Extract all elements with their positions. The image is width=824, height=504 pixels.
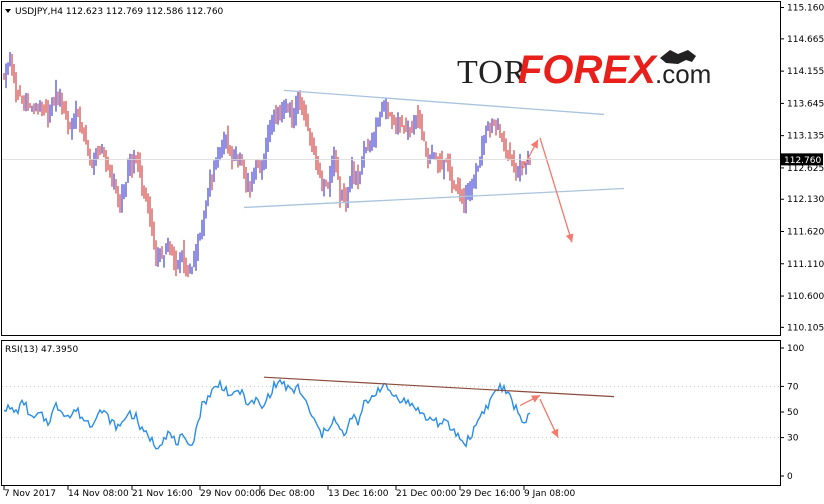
rsi-axis-label: 0 — [787, 472, 793, 482]
time-axis-label: 9 Jan 08:00 — [524, 489, 576, 499]
bull-icon — [660, 50, 696, 64]
rsi-trendline — [263, 376, 615, 398]
rsi-forecast-arrow-head — [550, 428, 559, 438]
symbol-dropdown-icon[interactable] — [5, 9, 11, 13]
time-axis-label: 13 Dec 16:00 — [328, 489, 389, 499]
current-price-box — [781, 153, 823, 166]
price-axis-label: 112.625 — [787, 164, 824, 174]
rsi-axis-label: 50 — [787, 408, 799, 418]
forecast-arrow — [539, 137, 573, 243]
price-axis-label: 111.110 — [787, 260, 824, 270]
watermark-forex: FOREX — [518, 48, 658, 92]
watermark-tor: TOR — [457, 54, 527, 91]
price-axis-label: 114.665 — [787, 35, 824, 45]
price-axis-label: 113.645 — [787, 99, 824, 109]
time-axis-label: 21 Dec 00:00 — [396, 489, 457, 499]
symbol-info: USDJPY,H4 112.623 112.769 112.586 112.76… — [15, 7, 224, 17]
rsi-axis-label: 100 — [787, 344, 804, 354]
watermark-logo: TOR FOREX .com — [457, 48, 711, 92]
price-panel — [1, 1, 781, 336]
forecast-arrow-head — [565, 233, 574, 243]
rsi-title: RSI(13) 47.3950 — [5, 345, 78, 355]
watermark-com: .com — [655, 59, 711, 89]
current-price-label: 112.760 — [784, 156, 821, 166]
time-axis-label: 6 Dec 08:00 — [260, 489, 315, 499]
forecast-arrow-head — [530, 139, 538, 149]
trendline-lower — [243, 187, 625, 209]
rsi-panel — [1, 340, 781, 486]
price-axis-label: 110.105 — [787, 323, 824, 333]
price-axis-label: 115.160 — [787, 4, 824, 14]
time-axis-label: 21 Nov 16:00 — [132, 489, 193, 499]
price-axis-label: 112.130 — [787, 195, 824, 205]
rsi-series-line — [3, 378, 531, 450]
time-axis-label: 14 Nov 08:00 — [68, 489, 129, 499]
price-axis-label: 111.620 — [787, 228, 824, 238]
rsi-axis-label: 30 — [787, 434, 799, 444]
price-axis-label: 110.600 — [787, 292, 824, 302]
time-axis-label: 29 Nov 00:00 — [200, 489, 261, 499]
price-axis-label: 114.155 — [787, 67, 824, 77]
rsi-axis-label: 70 — [787, 382, 799, 392]
rsi-forecast-arrow-head — [531, 395, 540, 403]
trendline-upper — [283, 89, 605, 116]
time-axis-label: 7 Nov 2017 — [4, 489, 56, 499]
time-axis-label: 29 Dec 16:00 — [460, 489, 521, 499]
price-axis-label: 113.135 — [787, 132, 824, 142]
